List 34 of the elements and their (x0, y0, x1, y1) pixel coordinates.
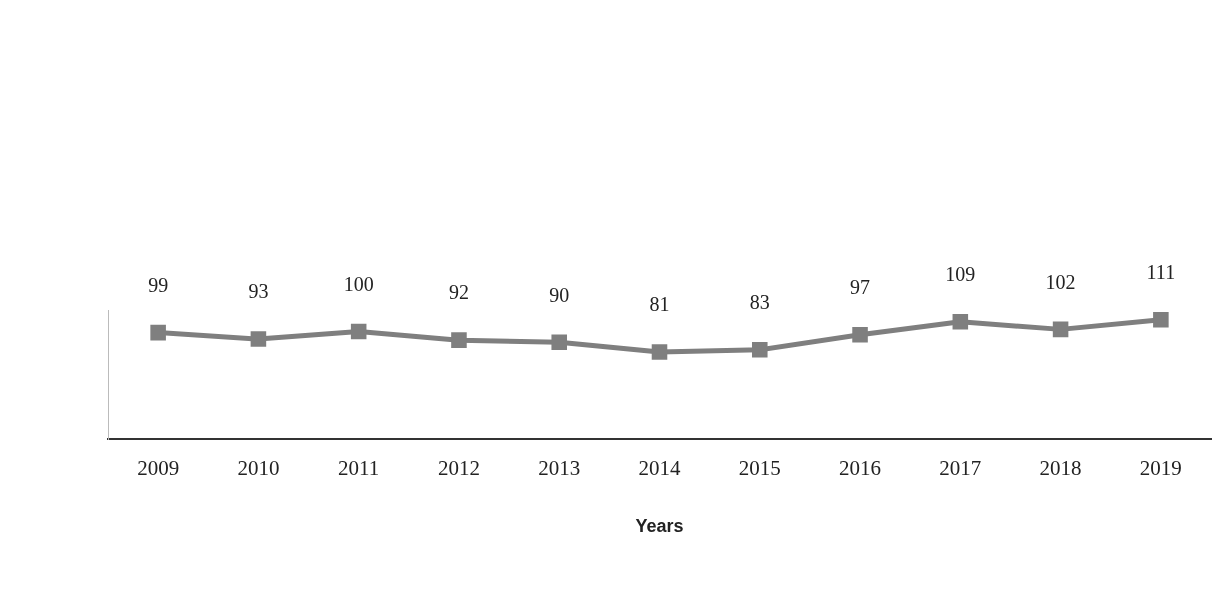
point (1052, 321, 1069, 338)
x-tick-label: 2016 (839, 456, 882, 481)
point (551, 334, 568, 351)
point (651, 344, 668, 360)
data-label: 93 (248, 280, 269, 303)
data-label: 90 (549, 283, 570, 306)
point (752, 342, 768, 358)
point (952, 314, 969, 330)
x-tick-label: 2019 (1139, 456, 1182, 481)
point (1153, 311, 1169, 328)
data-label: 92 (448, 281, 469, 304)
x-tick-label: 2013 (538, 456, 581, 481)
data-label: 83 (749, 291, 770, 314)
point (350, 323, 367, 340)
x-tick-label: 2017 (939, 456, 982, 481)
data-label: 100 (343, 272, 374, 295)
x-tick-label: 2012 (437, 456, 480, 481)
x-tick-label: 2009 (137, 456, 180, 481)
data-label: 97 (850, 276, 871, 299)
data-label: 99 (148, 273, 169, 296)
data-label: 111 (1146, 260, 1176, 283)
data-label: 102 (1045, 270, 1076, 293)
point (852, 326, 868, 343)
x-tick-label: 2014 (638, 456, 681, 481)
x-tick-label: 2015 (738, 456, 781, 481)
point (451, 332, 467, 348)
x-tick-label: 2010 (237, 456, 280, 481)
x-axis-title: Years (635, 516, 684, 537)
point (150, 324, 166, 341)
x-tick-label: 2018 (1039, 456, 1082, 481)
data-label: 81 (649, 293, 670, 316)
point (250, 331, 267, 347)
x-tick-label: 2011 (338, 456, 380, 481)
data-label: 109 (945, 263, 976, 286)
